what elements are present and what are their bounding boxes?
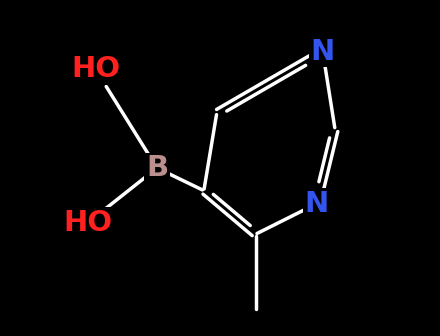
Text: HO: HO	[63, 209, 112, 237]
Text: HO: HO	[71, 55, 120, 83]
Text: N: N	[305, 190, 329, 217]
Text: B: B	[146, 154, 168, 182]
Text: N: N	[311, 38, 335, 66]
